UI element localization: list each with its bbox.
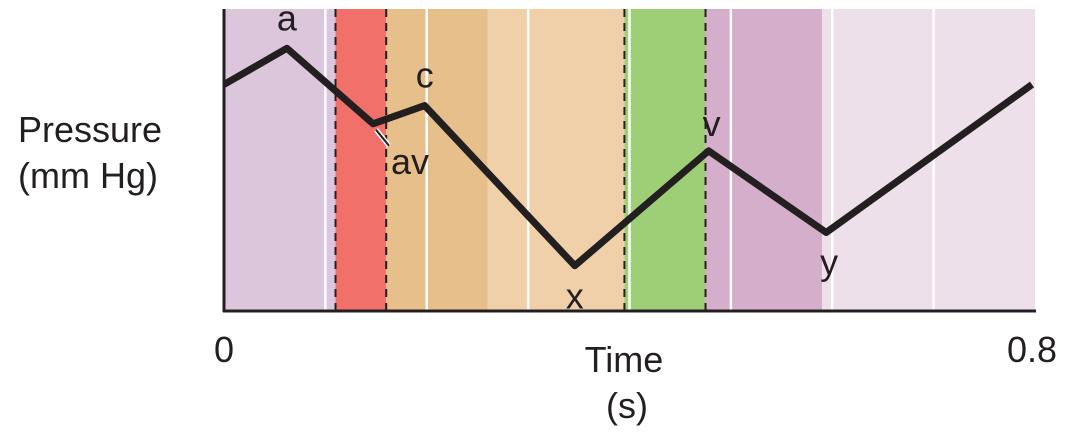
- phase-bands: [224, 9, 1035, 311]
- gridlines: [324, 9, 935, 311]
- annotation-a: a: [277, 0, 298, 38]
- annotation-v: v: [703, 103, 721, 144]
- phase-band-2: [386, 9, 488, 311]
- x-tick-label-0: 0: [214, 329, 234, 370]
- annotation-x: x: [566, 276, 584, 317]
- annotation-y: y: [820, 241, 838, 282]
- annotation-c: c: [416, 55, 434, 96]
- x-axis-label-line1: Time: [585, 339, 664, 380]
- phase-band-4: [624, 9, 706, 311]
- pressure-curve-group: [222, 44, 1035, 270]
- x-tick-label-1: 0.8: [1007, 329, 1057, 370]
- phase-band-1: [335, 9, 387, 311]
- annotation-av: av: [391, 141, 429, 182]
- y-axis-label-line2: (mm Hg): [18, 155, 158, 196]
- phase-band-3: [487, 9, 625, 311]
- phase-band-0: [224, 9, 336, 311]
- pressure-curve: [222, 44, 1035, 270]
- y-axis-label-line1: Pressure: [18, 109, 162, 150]
- av-pointer: [375, 129, 390, 147]
- annotations: a av c x v y: [277, 0, 838, 317]
- x-axis-label-line2: (s): [606, 385, 648, 426]
